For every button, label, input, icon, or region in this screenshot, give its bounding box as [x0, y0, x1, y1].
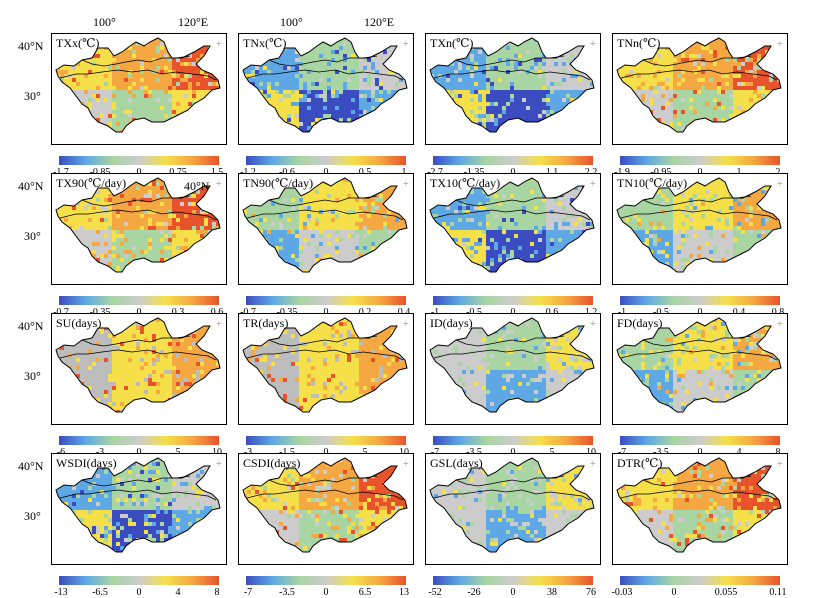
map-panel: GSL(days) + — [425, 453, 601, 565]
latitude-label: 40°N — [184, 179, 209, 194]
colorbar-tick-label: -26 — [467, 587, 480, 598]
panel-title: TNx(℃) — [243, 36, 286, 51]
colorbar — [620, 436, 780, 445]
colorbar-tick-label: 0 — [511, 587, 516, 598]
panel-title: TR(days) — [243, 316, 288, 331]
latitude-label: 40°N — [18, 459, 43, 474]
colorbar-tick-label: 0 — [324, 587, 329, 598]
plus-marker-icon: + — [216, 38, 222, 50]
colorbar — [59, 436, 219, 445]
map-panel: TNx(℃) + — [238, 33, 414, 145]
colorbar — [246, 576, 406, 585]
panel-title: ID(days) — [430, 316, 473, 331]
colorbar — [246, 296, 406, 305]
colorbar — [59, 576, 219, 585]
latitude-label: 30° — [24, 229, 41, 244]
panel-title: TN10(℃/day) — [617, 176, 687, 191]
colorbar-tick-label: 0.055 — [715, 587, 738, 598]
map-panel: DTR(℃) + — [612, 453, 788, 565]
map-panel: TXn(℃) + — [425, 33, 601, 145]
colorbar — [246, 436, 406, 445]
longitude-label: 100° — [280, 15, 303, 30]
longitude-label: 120°E — [178, 15, 208, 30]
plus-marker-icon: + — [403, 318, 409, 330]
latitude-label: 30° — [24, 369, 41, 384]
map-panel: WSDI(days) + — [51, 453, 227, 565]
plus-marker-icon: + — [590, 38, 596, 50]
panel-title: WSDI(days) — [56, 456, 117, 471]
colorbar-tick-label: 0.11 — [769, 587, 786, 598]
colorbar — [620, 296, 780, 305]
longitude-label: 100° — [93, 15, 116, 30]
colorbar-tick-label: 6.5 — [359, 587, 372, 598]
panel-title: TXx(℃) — [56, 36, 99, 51]
panel-title: TNn(℃) — [617, 36, 660, 51]
panel-title: TN90(℃/day) — [243, 176, 313, 191]
latitude-label: 40°N — [18, 179, 43, 194]
map-panel: ID(days) + — [425, 313, 601, 425]
map-panel: TN90(℃/day) + — [238, 173, 414, 285]
panel-title: CSDI(days) — [243, 456, 300, 471]
colorbar-tick-label: -3.5 — [279, 587, 295, 598]
colorbar-tick-label: -7 — [244, 587, 252, 598]
colorbar-tick-label: 0 — [672, 587, 677, 598]
colorbar — [433, 436, 593, 445]
colorbar — [433, 576, 593, 585]
panel-title: FD(days) — [617, 316, 662, 331]
plus-marker-icon: + — [403, 458, 409, 470]
plus-marker-icon: + — [216, 178, 222, 190]
map-panel: CSDI(days) + — [238, 453, 414, 565]
panel-title: TX10(℃/day) — [430, 176, 500, 191]
panel-title: TX90(℃/day) — [56, 176, 126, 191]
plus-marker-icon: + — [777, 458, 783, 470]
plus-marker-icon: + — [590, 178, 596, 190]
plus-marker-icon: + — [216, 458, 222, 470]
colorbar — [59, 296, 219, 305]
latitude-label: 30° — [24, 509, 41, 524]
latitude-label: 40°N — [18, 39, 43, 54]
colorbar-tick-label: -6.5 — [92, 587, 108, 598]
map-panel: SU(days) + — [51, 313, 227, 425]
colorbar-tick-label: 76 — [586, 587, 596, 598]
plus-marker-icon: + — [590, 458, 596, 470]
plus-marker-icon: + — [216, 318, 222, 330]
colorbar-tick-label: 13 — [399, 587, 409, 598]
panel-title: GSL(days) — [430, 456, 483, 471]
map-panel: TNn(℃) + — [612, 33, 788, 145]
colorbar — [246, 156, 406, 165]
plus-marker-icon: + — [403, 178, 409, 190]
plus-marker-icon: + — [403, 38, 409, 50]
longitude-label: 120°E — [364, 15, 394, 30]
colorbar — [620, 156, 780, 165]
colorbar — [620, 576, 780, 585]
map-panel: TN10(℃/day) + — [612, 173, 788, 285]
plus-marker-icon: + — [777, 38, 783, 50]
panel-title: DTR(℃) — [617, 456, 662, 471]
colorbar-tick-label: 8 — [215, 587, 220, 598]
plus-marker-icon: + — [590, 318, 596, 330]
latitude-label: 40°N — [18, 319, 43, 334]
colorbar-tick-label: 38 — [547, 587, 557, 598]
latitude-label: 30° — [24, 89, 41, 104]
panel-title: TXn(℃) — [430, 36, 473, 51]
panel-title: SU(days) — [56, 316, 101, 331]
colorbar-tick-label: 4 — [176, 587, 181, 598]
colorbar-tick-label: -52 — [428, 587, 441, 598]
colorbar-tick-label: 0 — [137, 587, 142, 598]
map-panel: TX10(℃/day) + — [425, 173, 601, 285]
plus-marker-icon: + — [777, 178, 783, 190]
colorbar — [433, 156, 593, 165]
map-panel: FD(days) + — [612, 313, 788, 425]
map-panel: TXx(℃) + — [51, 33, 227, 145]
map-panel: TR(days) + — [238, 313, 414, 425]
colorbar — [433, 296, 593, 305]
colorbar-tick-label: -0.03 — [612, 587, 633, 598]
colorbar — [59, 156, 219, 165]
colorbar-tick-label: -13 — [54, 587, 67, 598]
plus-marker-icon: + — [777, 318, 783, 330]
